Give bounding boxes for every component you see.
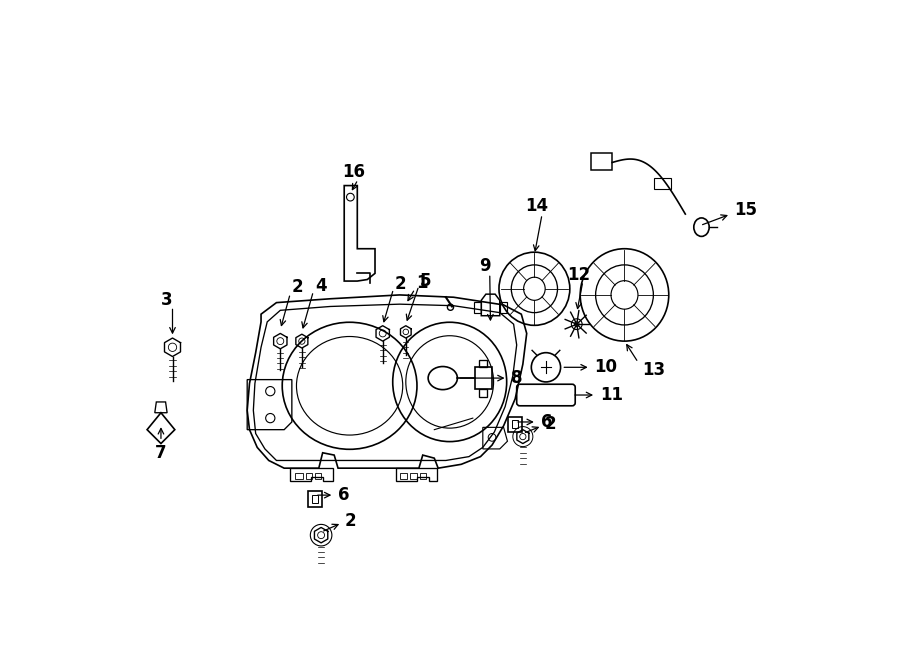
Bar [306,473,312,479]
Text: 5: 5 [419,272,431,290]
Text: 8: 8 [511,369,523,387]
Bar [512,420,518,428]
Text: 12: 12 [567,266,590,284]
Bar [308,491,322,507]
Text: 15: 15 [734,201,757,219]
Text: 11: 11 [599,386,623,404]
Text: 6: 6 [338,486,349,504]
Bar [590,153,612,170]
Text: 3: 3 [161,292,173,309]
Text: 10: 10 [595,358,617,376]
Text: 2: 2 [292,278,303,296]
Text: 2: 2 [344,512,356,529]
Text: 2: 2 [394,275,406,293]
Text: 6: 6 [541,413,552,431]
Text: 1: 1 [417,274,428,292]
Text: 7: 7 [155,444,166,462]
Text: 14: 14 [525,198,548,215]
Text: 4: 4 [315,277,327,295]
Bar [315,473,321,479]
Bar [419,473,426,479]
Bar [508,416,522,432]
Text: 9: 9 [480,256,491,275]
Text: 13: 13 [643,361,665,379]
Text: 16: 16 [342,163,365,180]
Bar [653,178,670,190]
Text: 2: 2 [544,414,556,432]
Bar [400,473,408,479]
Bar [312,495,318,503]
Bar [410,473,417,479]
Bar [295,473,302,479]
